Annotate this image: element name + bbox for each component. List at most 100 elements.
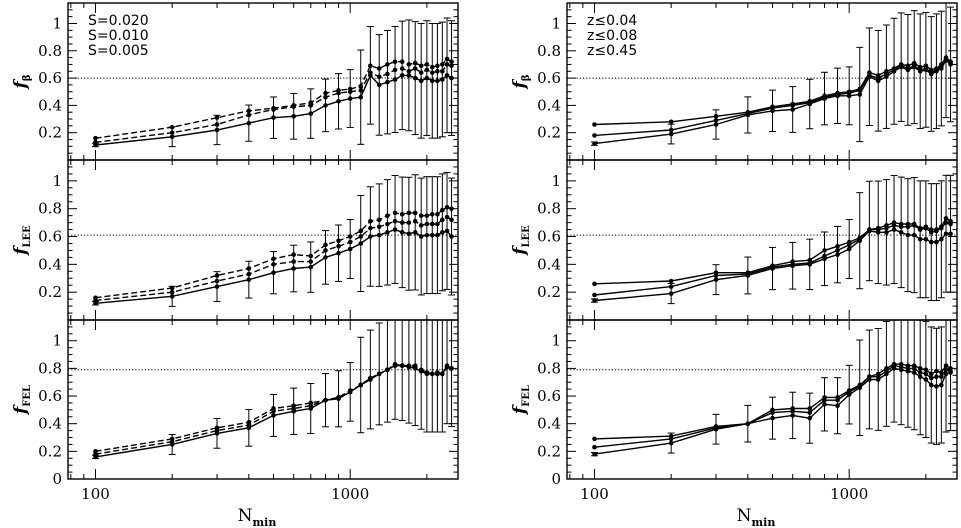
right-bottom-ytick-label: 0.2 xyxy=(537,442,561,460)
right-middle-ylabel-main: f xyxy=(510,245,530,256)
right-top-series-3-point xyxy=(822,96,827,101)
right-middle-ylabel: fLEE xyxy=(510,225,532,256)
left-top-series-3-point xyxy=(406,73,412,78)
left-top-series-3-point xyxy=(444,73,450,78)
left-middle-series-3-point xyxy=(93,301,98,306)
right-middle-frame xyxy=(566,159,958,321)
right-bottom-series-3-point xyxy=(745,421,751,426)
right-top-legend-entry: z≤0.45 xyxy=(587,43,637,59)
left-bottom-series-3-point xyxy=(271,413,276,418)
right-bottom-ytick-label: 0.6 xyxy=(537,387,561,405)
left-top-series-3-point xyxy=(429,78,435,84)
right-bottom-xtick-label: 100 xyxy=(580,485,609,503)
right-bottom-series-3-point xyxy=(898,367,904,373)
right-middle-series-1-point xyxy=(668,278,674,284)
left-bottom-xlabel: Nmin xyxy=(238,506,277,528)
right-middle-series-3-point xyxy=(891,227,897,232)
left-bottom-ytick-label: 0 xyxy=(52,470,62,488)
right-middle-series-3-point xyxy=(867,228,872,234)
right-bottom-series-3-point xyxy=(807,415,813,421)
right-top-ylabel: fβ xyxy=(510,74,532,89)
right-top-series-3-point xyxy=(867,74,872,80)
left-middle-series-3-point xyxy=(291,266,296,271)
right-top-series-3-point xyxy=(745,112,751,118)
right-middle-series-3-point xyxy=(928,239,934,245)
left-bottom-xlabel-subscript: min xyxy=(253,516,277,528)
right-top-ylabel-main: f xyxy=(510,78,530,89)
right-bottom-ytick-label: 0.8 xyxy=(537,359,561,377)
right-bottom-xlabel: Nmin xyxy=(737,506,776,528)
right-bottom-ytick-label: 0.4 xyxy=(537,415,561,433)
left-bottom-series-3-point xyxy=(412,366,418,371)
left-bottom-ytick-label: 0.6 xyxy=(38,387,62,405)
right-top-series-3-point xyxy=(943,58,949,63)
left-top-series-3-point xyxy=(376,82,382,88)
right-middle-series-3-point xyxy=(857,238,863,243)
right-top-series-3-point xyxy=(875,78,881,84)
right-top-series-3-point xyxy=(668,131,674,137)
right-bottom-series-3-point xyxy=(934,384,939,389)
right-bottom-series-3-point xyxy=(884,371,889,377)
left-middle-series-3-point xyxy=(376,232,382,238)
left-top-series-3-point xyxy=(392,77,398,82)
right-top-ytick-label: 0.4 xyxy=(537,96,561,114)
right-top-ytick-label: 0.2 xyxy=(537,124,561,142)
left-middle-ytick-label: 0.6 xyxy=(38,228,62,246)
right-middle-ytick-label: 0.6 xyxy=(537,228,561,246)
right-middle-series-1-point xyxy=(592,281,597,287)
left-top-ytick-label: 0.8 xyxy=(38,42,62,60)
right-middle-ylabel-subscript: LEE xyxy=(521,225,532,248)
right-top-series-3-point xyxy=(928,71,934,77)
left-bottom-ylabel-subscript: FEL xyxy=(22,385,33,407)
right-bottom-series-3-point xyxy=(923,377,929,382)
right-bottom-series-1-point xyxy=(592,436,597,442)
left-top-ylabel: fβ xyxy=(11,74,33,89)
left-middle-series-3-point xyxy=(412,230,418,235)
right-top-series-3-point xyxy=(898,64,904,70)
left-middle-series-3-point xyxy=(246,277,252,282)
right-middle-series-3-point xyxy=(668,291,674,296)
left-middle-series-3-point xyxy=(392,227,398,232)
right-middle-series-3-point xyxy=(745,273,751,278)
right-top-ytick-label: 1 xyxy=(551,14,561,32)
right-bottom-series-2-point xyxy=(592,444,597,450)
left-bottom-ytick-label: 0.4 xyxy=(38,415,62,433)
left-top-series-3-point xyxy=(323,103,328,108)
right-bottom-series-3-point xyxy=(891,366,897,371)
left-middle-ytick-label: 1 xyxy=(52,172,62,190)
right-top-series-3-point xyxy=(846,93,852,99)
left-top-series-3-point xyxy=(336,98,341,104)
left-top-series-3-point xyxy=(308,111,314,116)
right-bottom-series-3-point xyxy=(943,371,949,377)
left-top-series-3-point xyxy=(440,77,445,82)
right-bottom-ylabel-main: f xyxy=(510,404,530,415)
left-bottom-series-3-point xyxy=(291,408,296,414)
right-top-ylabel-subscript: β xyxy=(521,74,532,81)
right-top-ytick-label: 0.6 xyxy=(537,69,561,87)
left-middle-ylabel-main: f xyxy=(11,245,31,256)
right-middle-series-3-point xyxy=(934,239,939,245)
right-bottom-series-3-point xyxy=(846,392,852,397)
left-middle-series-3-point xyxy=(214,284,220,289)
right-top-series-3-point xyxy=(790,107,795,112)
left-middle-series-3-point xyxy=(385,230,390,235)
left-top-series-3-point xyxy=(435,78,440,84)
left-top-ytick-label: 0.6 xyxy=(38,69,62,87)
right-top-series-3-point xyxy=(835,93,840,99)
right-bottom-series-3-point xyxy=(917,374,923,379)
right-top-series-3-point xyxy=(884,74,889,80)
left-middle-frame xyxy=(67,159,459,321)
left-top-legend-entry: S=0.020 xyxy=(88,13,149,29)
left-top-series-3-point xyxy=(358,94,364,100)
right-top-series-3-point xyxy=(713,122,719,127)
left-middle-series-3-point xyxy=(429,232,435,238)
left-top-series-3-point xyxy=(449,75,454,81)
right-bottom-ytick-label: 0 xyxy=(551,470,561,488)
right-bottom-series-3-point xyxy=(770,415,775,421)
right-middle-series-3-point xyxy=(911,232,917,238)
left-top-ylabel-main: f xyxy=(11,78,31,89)
right-middle-series-3-point xyxy=(898,230,904,235)
left-middle-series-3-point xyxy=(347,246,353,252)
left-middle-ylabel: fLEE xyxy=(11,225,33,256)
left-bottom-series-3-point xyxy=(308,406,314,411)
